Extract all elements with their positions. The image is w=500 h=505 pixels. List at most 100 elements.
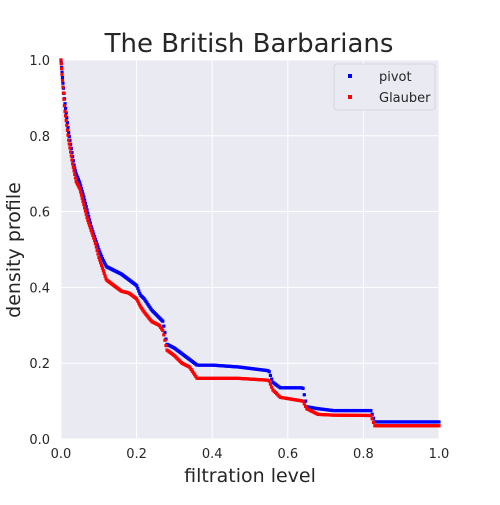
data-point	[164, 344, 168, 348]
data-point	[87, 223, 92, 227]
data-point	[268, 373, 273, 378]
data-point	[100, 257, 105, 261]
data-point	[78, 187, 82, 191]
data-point	[85, 215, 89, 220]
data-point	[97, 248, 101, 252]
chart-title: The British Barbarians	[104, 29, 394, 59]
data-point	[161, 319, 165, 323]
data-point	[75, 174, 79, 178]
y-tick-label: 0.0	[29, 433, 50, 448]
data-point	[69, 154, 73, 158]
y-tick-label: 0.8	[29, 130, 50, 145]
data-point	[163, 330, 167, 335]
data-point	[73, 176, 78, 180]
data-point	[80, 196, 84, 200]
data-point	[270, 385, 274, 389]
data-point	[87, 214, 91, 219]
data-point	[78, 181, 82, 185]
data-point	[97, 255, 101, 259]
data-point	[162, 333, 166, 337]
data-point	[88, 221, 92, 225]
legend: pivot Glauber	[333, 63, 436, 111]
data-point	[61, 91, 66, 95]
data-point	[60, 70, 64, 74]
x-tick-label: 0.4	[202, 447, 223, 462]
data-point	[64, 111, 68, 115]
x-axis-label: filtration level	[184, 465, 316, 487]
data-point	[95, 242, 99, 247]
x-tick-label: 0.8	[353, 447, 374, 462]
y-tick-labels: 0.0 0.2 0.4 0.6 0.8 1.0	[29, 54, 50, 448]
data-point	[71, 162, 75, 166]
data-point	[302, 393, 306, 397]
data-point	[84, 212, 88, 216]
data-point	[93, 241, 98, 246]
data-point	[60, 78, 65, 83]
data-point	[71, 165, 75, 169]
data-point	[162, 324, 166, 328]
data-point	[99, 263, 104, 267]
data-point	[82, 203, 86, 207]
data-point	[62, 104, 67, 108]
data-point	[62, 97, 66, 101]
data-point	[99, 254, 104, 258]
data-point	[190, 369, 194, 373]
data-point	[137, 289, 141, 293]
data-point	[267, 379, 271, 383]
data-point	[61, 81, 65, 85]
x-tick-label: 0.0	[51, 447, 72, 462]
data-point	[63, 109, 67, 113]
data-point	[371, 420, 376, 425]
data-point	[268, 382, 273, 386]
x-tick-label: 0.6	[277, 447, 298, 462]
legend-label-glauber: Glauber	[379, 91, 431, 106]
data-point	[100, 266, 105, 270]
data-point	[102, 271, 106, 276]
data-point	[95, 248, 99, 253]
data-point	[194, 374, 198, 379]
data-point	[188, 366, 192, 370]
data-point	[66, 133, 70, 137]
data-point	[87, 221, 91, 225]
data-point	[65, 128, 69, 132]
series-points	[59, 58, 441, 428]
data-point	[63, 102, 67, 106]
y-tick-label: 1.0	[29, 54, 50, 69]
x-tick-labels: 0.0 0.2 0.4 0.6 0.8 1.0	[51, 447, 450, 462]
data-point	[301, 399, 305, 403]
x-tick-label: 1.0	[429, 447, 450, 462]
data-point	[437, 424, 441, 428]
data-point	[61, 85, 65, 89]
data-point	[189, 368, 193, 372]
data-point	[135, 297, 139, 301]
data-point	[94, 245, 98, 249]
data-point	[138, 303, 142, 307]
data-point	[303, 404, 308, 409]
data-point	[96, 252, 100, 256]
data-point	[135, 284, 139, 288]
y-tick-label: 0.2	[29, 357, 50, 372]
data-point	[301, 386, 305, 390]
data-point	[79, 193, 84, 197]
data-point	[67, 130, 71, 135]
data-point	[92, 238, 97, 243]
data-point	[81, 199, 85, 204]
data-point	[76, 176, 80, 180]
x-tick-label: 0.2	[126, 447, 147, 462]
data-point	[101, 269, 105, 273]
data-point	[67, 138, 71, 142]
data-point	[73, 172, 77, 177]
data-point	[77, 179, 81, 183]
data-point	[88, 226, 92, 230]
data-point	[369, 413, 373, 418]
data-point	[163, 338, 167, 342]
data-point	[68, 146, 72, 150]
data-point	[370, 417, 374, 421]
data-point	[72, 169, 76, 173]
data-point	[302, 402, 306, 406]
data-point	[83, 206, 87, 210]
data-point	[103, 262, 107, 266]
legend-box	[333, 63, 436, 111]
